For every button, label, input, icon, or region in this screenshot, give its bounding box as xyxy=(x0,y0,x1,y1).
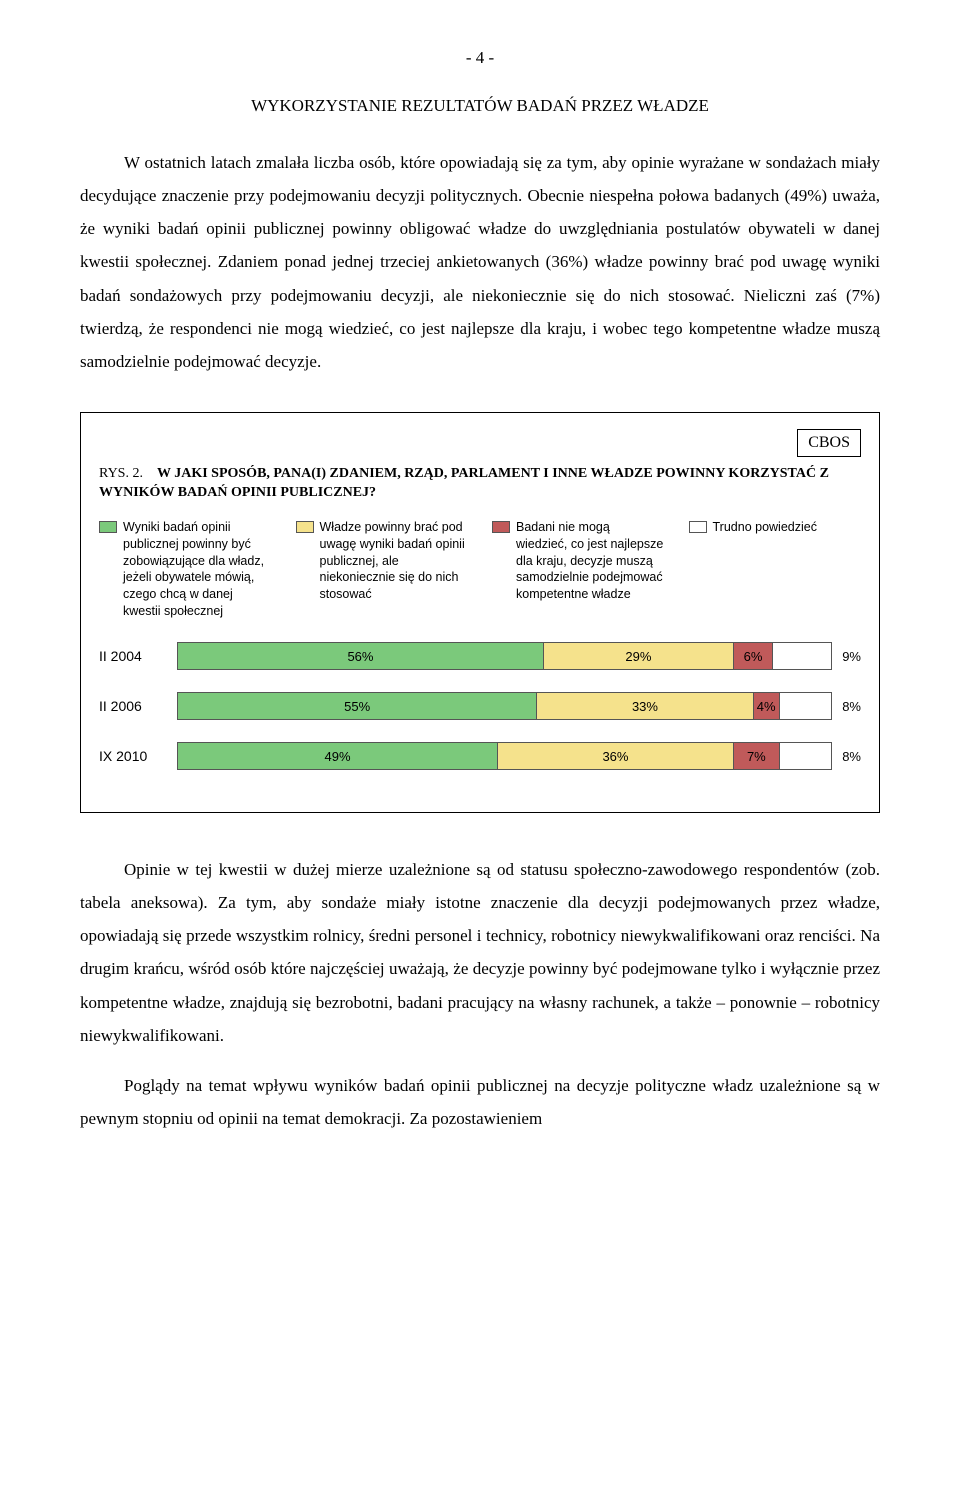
paragraph-2: Opinie w tej kwestii w dużej mierze uzal… xyxy=(80,853,880,1052)
bar-label: IX 2010 xyxy=(99,748,177,764)
bar-segment: 4% xyxy=(754,692,780,720)
section-title: WYKORZYSTANIE REZULTATÓW BADAŃ PRZEZ WŁA… xyxy=(80,96,880,116)
legend-label: Badani nie mogą wiedzieć, co jest najlep… xyxy=(516,519,665,620)
bar-track: 56%29%6% xyxy=(177,642,832,670)
bar-row: II 200655%33%4% 8% xyxy=(99,692,861,720)
legend-swatch xyxy=(99,521,117,533)
bar-segment: 29% xyxy=(544,642,734,670)
legend-item: Wyniki badań opinii publicznej powinny b… xyxy=(99,519,272,620)
bar-segment xyxy=(780,692,832,720)
cbos-tag: CBOS xyxy=(797,429,861,457)
bar-row: II 200456%29%6% 9% xyxy=(99,642,861,670)
legend-item: Trudno powiedzieć xyxy=(689,519,862,620)
bar-segment xyxy=(780,742,832,770)
bar-segment: 36% xyxy=(498,742,734,770)
legend-swatch xyxy=(689,521,707,533)
legend-label: Władze powinny brać pod uwagę wyniki bad… xyxy=(320,519,469,620)
bar-value-outside: 8% xyxy=(842,699,861,714)
bar-segment: 33% xyxy=(537,692,753,720)
bar-label: II 2004 xyxy=(99,648,177,664)
chart: II 200456%29%6%9%II 200655%33%4%8%IX 201… xyxy=(99,642,861,770)
legend-item: Badani nie mogą wiedzieć, co jest najlep… xyxy=(492,519,665,620)
bar-track: 49%36%7% xyxy=(177,742,832,770)
bar-value-outside: 9% xyxy=(842,649,861,664)
figure-title: RYS. 2. W JAKI SPOSÓB, PANA(I) ZDANIEM, … xyxy=(99,465,861,503)
page-number: - 4 - xyxy=(80,48,880,68)
bar-segment: 6% xyxy=(734,642,773,670)
legend: Wyniki badań opinii publicznej powinny b… xyxy=(99,519,861,620)
legend-swatch xyxy=(296,521,314,533)
figure-box: CBOS RYS. 2. W JAKI SPOSÓB, PANA(I) ZDAN… xyxy=(80,412,880,813)
legend-swatch xyxy=(492,521,510,533)
bar-label: II 2006 xyxy=(99,698,177,714)
paragraph-3: Poglądy na temat wpływu wyników badań op… xyxy=(80,1069,880,1135)
legend-item: Władze powinny brać pod uwagę wyniki bad… xyxy=(296,519,469,620)
bar-row: IX 201049%36%7% 8% xyxy=(99,742,861,770)
bar-segment xyxy=(773,642,832,670)
bar-value-outside: 8% xyxy=(842,749,861,764)
legend-label: Wyniki badań opinii publicznej powinny b… xyxy=(123,519,272,620)
bar-track: 55%33%4% xyxy=(177,692,832,720)
bar-segment: 7% xyxy=(734,742,780,770)
bar-segment: 56% xyxy=(177,642,544,670)
legend-label: Trudno powiedzieć xyxy=(713,519,817,620)
bar-segment: 55% xyxy=(177,692,537,720)
figure-title-text: W JAKI SPOSÓB, PANA(I) ZDANIEM, RZĄD, PA… xyxy=(99,466,829,500)
bar-segment: 49% xyxy=(177,742,498,770)
figure-prefix: RYS. 2. xyxy=(99,466,143,481)
paragraph-1: W ostatnich latach zmalała liczba osób, … xyxy=(80,146,880,378)
